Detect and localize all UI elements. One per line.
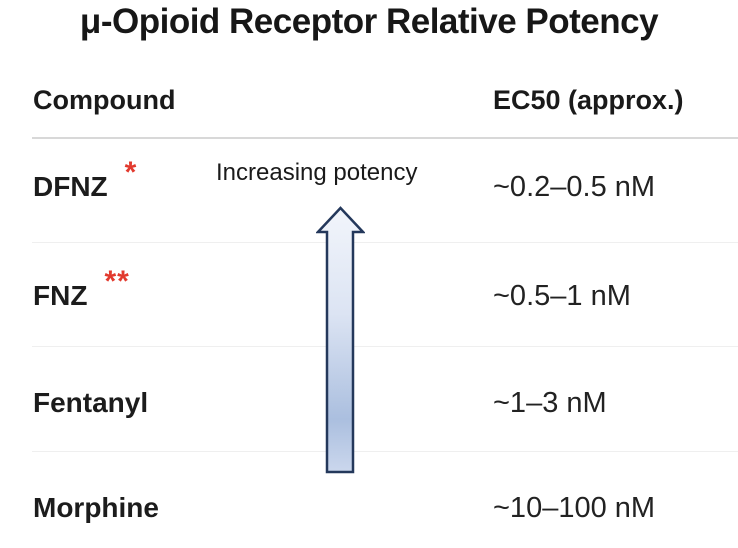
ec50-value-morphine: ~10–100 nM bbox=[493, 491, 656, 524]
table-row: Fentanyl ~1–3 nM bbox=[0, 355, 738, 451]
table-header-row: Compound EC50 (approx.) bbox=[0, 62, 738, 138]
table-row: FNZ ** ~0.5–1 nM bbox=[0, 248, 738, 344]
red-asterisk-marker: * bbox=[124, 156, 138, 189]
ec50-value-dfnz: ~0.2–0.5 nM bbox=[493, 170, 656, 203]
compound-name-fnz: FNZ ** bbox=[33, 265, 130, 311]
compound-name-morphine: Morphine bbox=[33, 492, 159, 523]
header-divider bbox=[32, 137, 738, 139]
increasing-potency-label: Increasing potency bbox=[216, 159, 418, 186]
compound-name-dfnz: DFNZ * bbox=[33, 156, 138, 202]
page-title: μ-Opioid Receptor Relative Potency bbox=[79, 2, 659, 41]
up-block-arrow-icon bbox=[315, 206, 366, 474]
column-header-compound: Compound bbox=[33, 84, 176, 115]
ec50-value-fnz: ~0.5–1 nM bbox=[493, 279, 631, 312]
row-divider bbox=[32, 242, 738, 243]
column-header-ec50: EC50 (approx.) bbox=[493, 84, 684, 115]
compound-name-fentanyl: Fentanyl bbox=[33, 387, 149, 418]
red-asterisk-marker: ** bbox=[104, 265, 130, 298]
row-divider bbox=[32, 451, 738, 452]
ec50-value-fentanyl: ~1–3 nM bbox=[493, 386, 607, 419]
table-row: DFNZ * ~0.2–0.5 nM bbox=[0, 139, 738, 235]
row-divider bbox=[32, 346, 738, 347]
table-row: Morphine ~10–100 nM bbox=[0, 460, 738, 548]
